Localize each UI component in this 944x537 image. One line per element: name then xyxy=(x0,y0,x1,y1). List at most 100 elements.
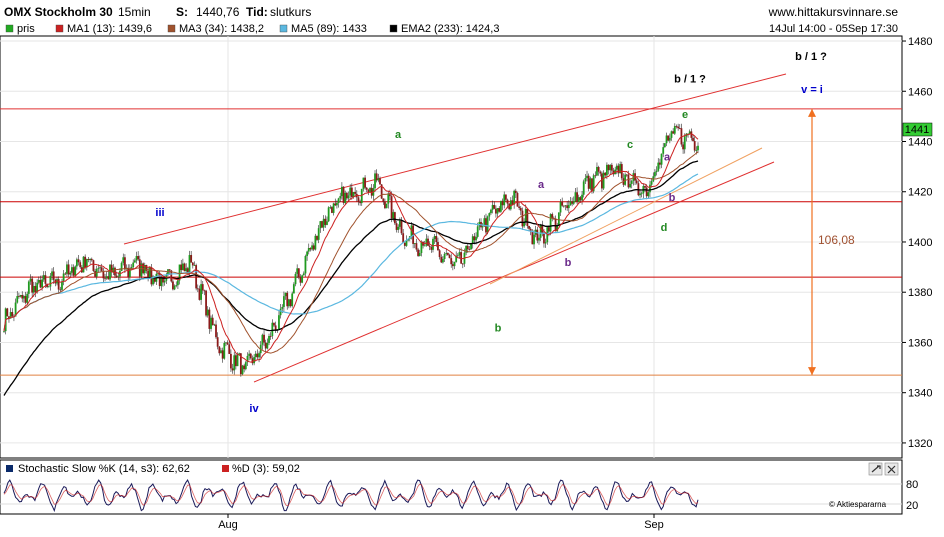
price-bar xyxy=(438,250,441,258)
wave-label: iv xyxy=(249,403,259,415)
price-bar xyxy=(206,309,209,316)
price-bar xyxy=(596,166,598,176)
s-value: 1440,76 xyxy=(196,5,240,19)
price-bar xyxy=(362,177,365,189)
price-bar xyxy=(69,272,72,275)
price-bar xyxy=(31,278,34,293)
price-bar xyxy=(574,192,577,202)
price-bar xyxy=(238,353,241,355)
price-bar xyxy=(683,136,686,150)
price-bar xyxy=(180,264,183,271)
price-bar xyxy=(279,308,282,316)
price-bar xyxy=(675,126,678,127)
legend-swatch xyxy=(389,24,398,33)
price-bar xyxy=(660,153,663,165)
price-bar xyxy=(572,201,575,204)
price-bar xyxy=(284,292,287,297)
legend-swatch xyxy=(55,24,64,33)
price-bar xyxy=(286,292,289,307)
price-bar xyxy=(57,279,60,290)
price-bar xyxy=(561,201,564,206)
price-bar xyxy=(137,256,140,260)
price-bar xyxy=(549,214,552,232)
settings-icon[interactable] xyxy=(868,462,883,476)
price-bar xyxy=(120,262,123,271)
price-bar xyxy=(466,245,469,250)
price-bar xyxy=(173,285,176,290)
price-bar xyxy=(639,193,641,196)
price-bar xyxy=(14,302,17,317)
price-bar xyxy=(581,194,583,201)
price-bar xyxy=(97,268,100,269)
price-bar xyxy=(389,194,391,197)
y-tick-label: 1360 xyxy=(908,337,932,349)
price-bar xyxy=(66,264,68,274)
price-bar xyxy=(100,267,103,271)
price-bar xyxy=(584,178,587,182)
close-panel-icon[interactable] xyxy=(884,462,899,476)
price-bar xyxy=(21,295,24,299)
price-bar xyxy=(90,258,93,261)
date-range: 14Jul 14:00 - 05Sep 17:30 xyxy=(769,23,898,35)
price-bar xyxy=(566,205,569,209)
price-bar xyxy=(470,243,472,250)
legend-item: MA5 (89): 1433 xyxy=(291,23,367,35)
price-bar xyxy=(577,197,580,203)
price-bar xyxy=(486,216,489,233)
price-bar xyxy=(443,253,446,259)
price-bar xyxy=(531,231,534,245)
legend-item: MA3 (34): 1438,2 xyxy=(179,23,264,35)
price-bar xyxy=(382,198,385,202)
price-bar xyxy=(162,278,164,283)
price-bar xyxy=(22,296,25,299)
price-bar xyxy=(609,164,612,171)
price-bar xyxy=(620,164,623,179)
price-bar xyxy=(364,177,366,188)
price-bar xyxy=(322,218,325,228)
channel-mid-line xyxy=(489,147,763,285)
price-bars xyxy=(3,123,699,377)
price-bar xyxy=(336,203,338,206)
price-bar xyxy=(375,173,378,181)
price-bar xyxy=(263,334,265,343)
price-bar xyxy=(87,259,90,260)
price-bar xyxy=(647,192,650,197)
price-bar xyxy=(251,358,254,364)
price-bar xyxy=(170,270,173,282)
price-bar xyxy=(44,275,47,284)
price-bar xyxy=(501,200,504,206)
price-bar xyxy=(18,296,20,297)
price-bar xyxy=(374,173,376,189)
price-bar xyxy=(397,226,400,230)
price-bar xyxy=(334,203,337,206)
price-badge: 1441 xyxy=(902,122,933,137)
price-bar xyxy=(473,236,476,241)
price-bar xyxy=(332,203,335,213)
price-bar xyxy=(243,365,246,370)
price-bar xyxy=(287,299,290,307)
price-bar xyxy=(157,272,159,274)
range-arrow: 106,08 xyxy=(808,108,855,376)
price-bar xyxy=(437,241,439,251)
wave-label: d xyxy=(661,222,668,234)
price-bar xyxy=(465,245,468,253)
price-bar xyxy=(203,290,206,292)
stoch-d-swatch xyxy=(222,465,229,472)
price-bar xyxy=(172,281,174,290)
price-bar xyxy=(490,209,492,214)
price-bar xyxy=(114,267,116,276)
price-bar xyxy=(99,267,101,269)
price-bar xyxy=(41,279,43,288)
price-bar xyxy=(601,173,603,189)
price-bar xyxy=(283,296,285,307)
price-bar xyxy=(24,296,27,303)
price-bar xyxy=(682,144,684,150)
price-bar xyxy=(663,143,666,148)
price-bar xyxy=(468,249,471,251)
price-bar xyxy=(475,236,477,241)
price-bar xyxy=(654,172,656,177)
price-bar xyxy=(49,275,52,287)
price-bar xyxy=(85,259,88,268)
price-bar xyxy=(610,164,613,171)
s-label: S: xyxy=(176,5,188,19)
